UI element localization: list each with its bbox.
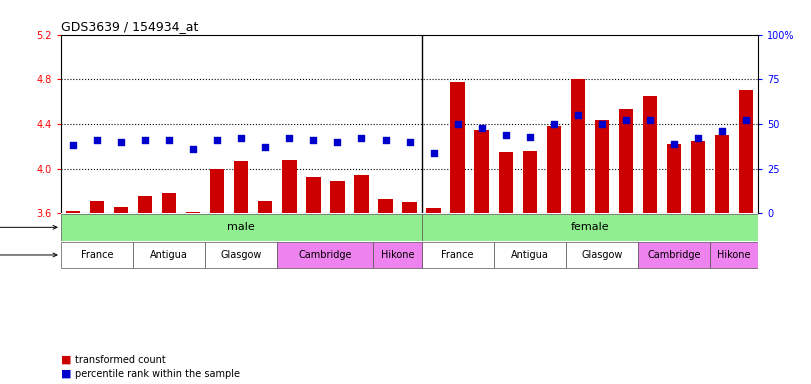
Bar [378,199,393,214]
Point [379,137,392,143]
Point [307,137,320,143]
Text: France: France [80,250,114,260]
Point [692,135,705,141]
Text: Cambridge: Cambridge [647,250,701,260]
Bar [499,152,513,214]
Bar [90,201,104,214]
FancyBboxPatch shape [422,214,770,241]
Point [234,135,247,141]
Text: transformed count: transformed count [75,355,166,365]
Text: France: France [441,250,474,260]
Point [572,112,585,118]
FancyBboxPatch shape [638,242,710,268]
Bar [354,175,369,214]
Bar [571,79,585,214]
Point [716,128,729,134]
Bar [114,207,128,214]
Point [162,137,175,143]
Bar [258,201,272,214]
Point [547,121,560,127]
FancyBboxPatch shape [133,242,205,268]
Bar [667,144,681,214]
Point [90,137,103,143]
Text: ■: ■ [61,369,71,379]
Point [355,135,368,141]
Text: Glasgow: Glasgow [581,250,623,260]
Point [331,139,344,145]
FancyBboxPatch shape [422,242,494,268]
Point [620,118,633,124]
Text: ■: ■ [61,355,71,365]
Text: Antigua: Antigua [511,250,549,260]
Bar [715,135,729,214]
Text: Cambridge: Cambridge [298,250,352,260]
FancyBboxPatch shape [61,242,133,268]
Bar [739,91,753,214]
Text: Glasgow: Glasgow [221,250,262,260]
FancyBboxPatch shape [277,242,374,268]
Bar [66,211,80,214]
Point [667,141,680,147]
Text: Hikone: Hikone [718,250,751,260]
Point [475,124,488,131]
Point [595,121,608,127]
Text: GDS3639 / 154934_at: GDS3639 / 154934_at [61,20,198,33]
Text: female: female [571,222,609,232]
Bar [306,177,320,214]
Bar [210,169,225,214]
Point [523,134,536,140]
Bar [330,181,345,214]
Text: male: male [227,222,255,232]
FancyBboxPatch shape [374,242,422,268]
FancyBboxPatch shape [205,242,277,268]
Text: Hikone: Hikone [381,250,414,260]
Bar [691,141,706,214]
Text: percentile rank within the sample: percentile rank within the sample [75,369,240,379]
Bar [594,119,609,214]
FancyBboxPatch shape [710,242,758,268]
Point [427,150,440,156]
Point [451,121,464,127]
Bar [402,202,417,214]
Point [211,137,224,143]
Point [259,144,272,151]
Bar [474,130,489,214]
Point [187,146,200,152]
Bar [162,194,176,214]
Text: Antigua: Antigua [150,250,188,260]
FancyBboxPatch shape [494,242,566,268]
Point [114,139,127,145]
Bar [450,81,465,214]
Bar [427,208,441,214]
FancyBboxPatch shape [566,242,638,268]
Point [500,132,513,138]
Point [67,142,79,149]
Bar [619,109,633,214]
FancyBboxPatch shape [61,214,422,241]
Point [139,137,152,143]
Bar [522,151,537,214]
Point [644,118,657,124]
Point [283,135,296,141]
Text: gender: gender [0,222,57,232]
Bar [547,126,561,214]
Text: strain: strain [0,250,57,260]
Bar [138,195,152,214]
Point [403,139,416,145]
Point [740,118,753,124]
Bar [234,161,248,214]
Bar [186,212,200,214]
Bar [643,96,657,214]
Bar [282,160,297,214]
